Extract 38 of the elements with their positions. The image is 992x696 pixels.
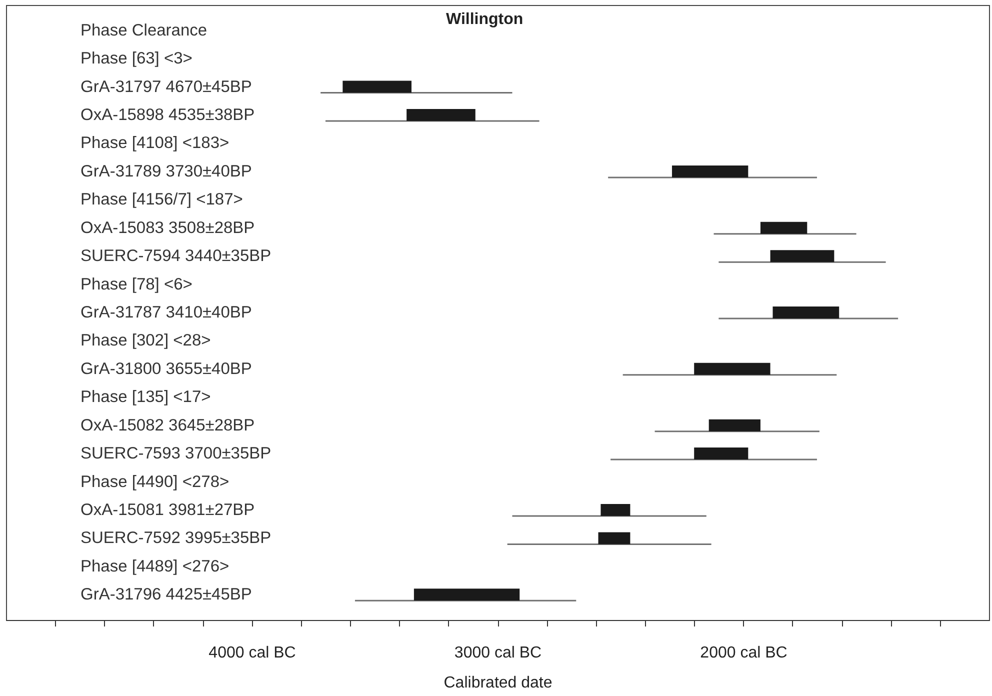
y-tick-label: SUERC-7592 3995±35BP — [80, 529, 272, 548]
y-tick-label: GrA-31789 3730±40BP — [80, 162, 252, 180]
y-tick-label: Phase [78] <6> — [80, 275, 192, 294]
x-axis-title: Calibrated date — [444, 674, 552, 692]
x-tick-label: 2000 cal BC — [700, 644, 788, 662]
y-tick-label: Phase Clearance — [80, 21, 208, 40]
bar — [598, 532, 630, 544]
y-tick-label: Phase [4156/7] <187> — [80, 190, 243, 209]
bar — [694, 448, 748, 460]
bar — [694, 362, 770, 375]
y-tick-label: Phase [4489] <276> — [80, 557, 230, 576]
y-tick-label: Phase [302] <28> — [80, 332, 211, 350]
y-tick-label: GrA-31787 3410±40BP — [80, 304, 252, 322]
x-tick-label: 3000 cal BC — [454, 644, 542, 662]
y-tick-label: GrA-31797 4670±45BP — [80, 78, 252, 96]
y-tick-label: GrA-31800 3655±40BP — [80, 360, 252, 378]
y-tick-label: OxA-15081 3981±27BP — [80, 500, 255, 519]
bar — [342, 80, 412, 93]
y-tick-label: OxA-15083 3508±28BP — [80, 218, 255, 237]
bar — [770, 250, 834, 262]
y-tick-label: Phase [4490] <278> — [80, 472, 230, 491]
y-tick-label: OxA-15898 4535±38BP — [80, 106, 255, 124]
y-tick-label: SUERC-7594 3440±35BP — [80, 247, 272, 266]
bar — [672, 165, 748, 178]
bar — [760, 222, 808, 234]
x-tick-label: 4000 cal BC — [208, 644, 296, 662]
y-tick-label: Phase [135] <17> — [80, 388, 211, 406]
chart-title: Willington — [446, 11, 524, 28]
bar — [708, 419, 760, 432]
y-tick-label: SUERC-7593 3700±35BP — [80, 444, 272, 463]
y-tick-label: Phase [4108] <183> — [80, 134, 230, 152]
bar — [414, 588, 520, 601]
y-tick-label: Phase [63] <3> — [80, 50, 192, 68]
y-tick-label: OxA-15082 3645±28BP — [80, 416, 255, 434]
bar — [600, 504, 630, 516]
bar — [772, 306, 840, 318]
bar — [406, 109, 476, 122]
y-tick-label: GrA-31796 4425±45BP — [80, 586, 252, 604]
